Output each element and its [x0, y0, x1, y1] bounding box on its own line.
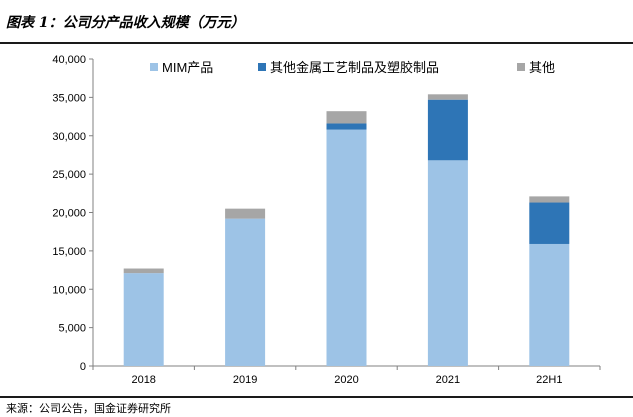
chart-bars: [123, 94, 570, 366]
bar-segment-mim-2020: [326, 129, 367, 366]
y-tick-label: 20,000: [52, 208, 86, 220]
title-rule: [0, 42, 633, 44]
bar-segment-crafts-2021: [427, 99, 468, 161]
stacked-bar-chart: 0 5,000 10,000 15,000 20,000 25,000 30,000 35,0…: [52, 54, 601, 386]
y-tick-label: 40,000: [52, 54, 86, 66]
y-tick-label: 25,000: [52, 169, 86, 181]
x-tick-label: 2018: [131, 374, 155, 386]
bar-segment-other-2019: [225, 208, 266, 219]
bar-segment-mim-2021: [427, 160, 468, 366]
bar-segment-other-2021: [427, 94, 468, 100]
x-tick-label: 22H1: [536, 374, 562, 386]
y-tick-label: 5,000: [58, 323, 86, 335]
x-tick-label: 2019: [233, 374, 257, 386]
legend-label-crafts: 其他金属工艺制品及塑胶制品: [270, 60, 439, 75]
y-tick-label: 30,000: [52, 131, 86, 143]
legend-swatch-other: [517, 63, 525, 71]
legend-label-other: 其他: [529, 60, 555, 75]
bar-segment-other-22H1: [529, 196, 570, 203]
bar-segment-crafts-2020: [326, 123, 367, 130]
y-tick-label: 0: [80, 361, 86, 373]
title-bar: 图表 1：公司分产品收入规模（万元）: [0, 9, 633, 44]
legend-swatch-crafts: [258, 63, 266, 71]
legend-label-mim: MIM产品: [162, 60, 213, 75]
figure-title: 图表 1：公司分产品收入规模（万元）: [6, 15, 245, 31]
clipped-previous-text: [0, 0, 633, 6]
bar-segment-other-2018: [123, 268, 164, 274]
bottom-rule: [0, 396, 633, 398]
bar-segment-other-2020: [326, 111, 367, 124]
y-tick-label: 35,000: [52, 92, 86, 104]
bar-segment-mim-22H1: [529, 243, 570, 366]
legend-swatch-mim: [150, 63, 158, 71]
bar-segment-crafts-22H1: [529, 202, 570, 244]
chart-legend: MIM产品 其他金属工艺制品及塑胶制品 其他: [150, 60, 555, 75]
x-tick-label: 2020: [334, 374, 358, 386]
y-tick-label: 10,000: [52, 284, 86, 296]
bar-segment-mim-2019: [225, 218, 266, 366]
source-note: 来源：公司公告，国金证券研究所: [6, 402, 171, 415]
x-tick-label: 2021: [436, 374, 460, 386]
chart-axes: 0 5,000 10,000 15,000 20,000 25,000 30,000 35,0…: [52, 54, 601, 386]
bar-segment-mim-2018: [123, 273, 164, 366]
y-tick-label: 15,000: [52, 246, 86, 258]
